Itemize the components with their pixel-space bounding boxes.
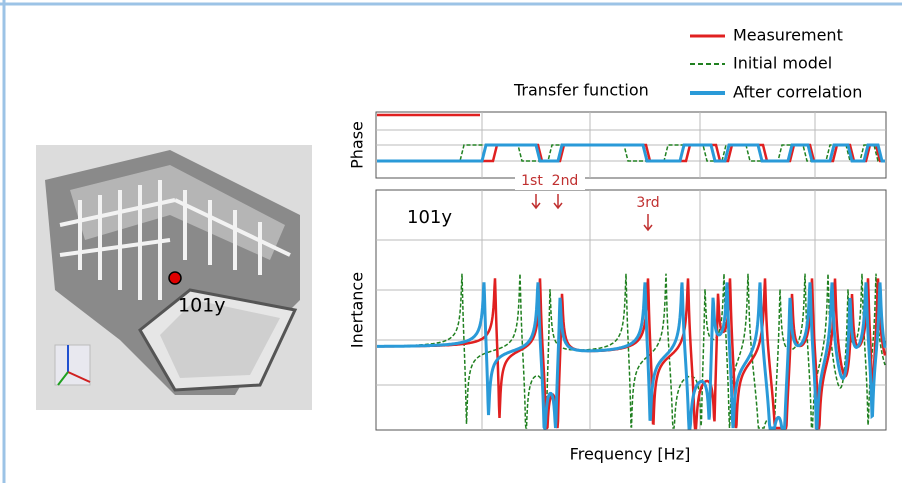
curves xyxy=(377,115,885,428)
mode-label: 3rd xyxy=(636,195,659,211)
mode-label: 2nd xyxy=(552,173,579,189)
mode-arrows xyxy=(532,194,652,230)
page: 101y Measurement Initial model After cor… xyxy=(0,0,902,483)
legend-label: Measurement xyxy=(733,26,843,45)
phase-correlation xyxy=(377,145,885,161)
plot-title: Transfer function xyxy=(513,81,649,100)
mode-label: 1st xyxy=(521,173,543,189)
plot-point-label: 101y xyxy=(407,207,452,228)
inertance-axis-label: Inertance xyxy=(348,272,367,348)
x-axis-label: Frequency [Hz] xyxy=(570,445,691,464)
figure: 101y Measurement Initial model After cor… xyxy=(0,0,902,483)
phase-axis-label: Phase xyxy=(348,121,367,169)
legend-label: Initial model xyxy=(733,54,832,73)
model-render xyxy=(36,145,312,410)
point-label: 101y xyxy=(178,295,226,317)
legend: Measurement Initial model After correlat… xyxy=(690,26,862,102)
legend-label: After correlation xyxy=(733,83,862,102)
